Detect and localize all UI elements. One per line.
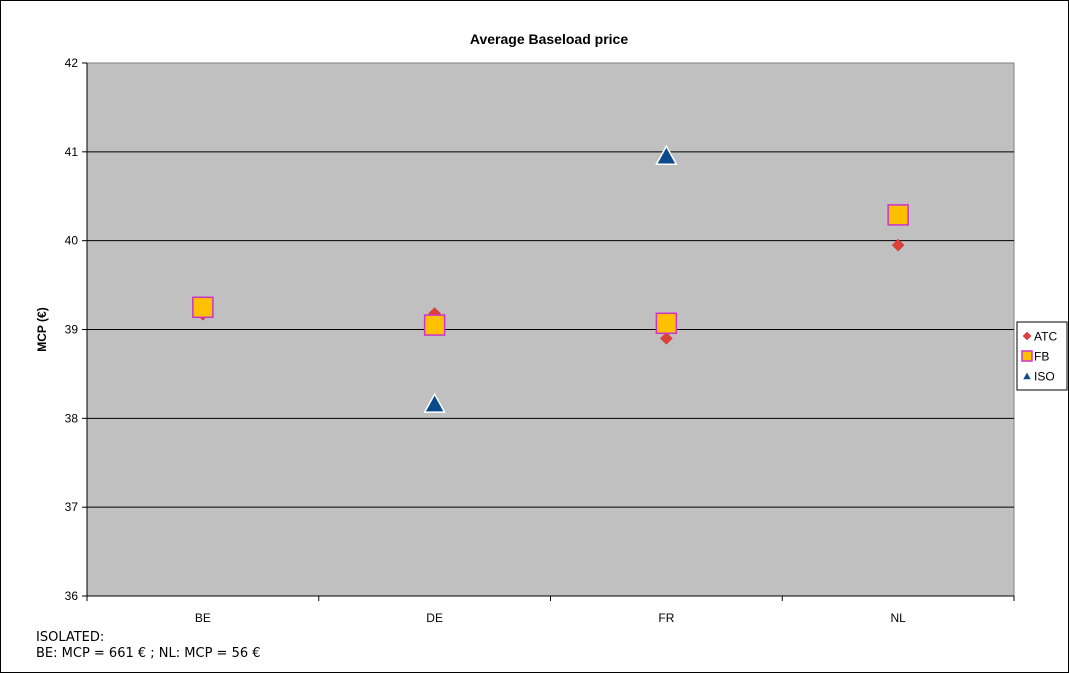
- isolated-note: ISOLATED: BE: MCP = 661 € ; NL: MCP = 56…: [36, 630, 261, 662]
- marker-atc-fr: [660, 332, 673, 345]
- x-tick-label: NL: [890, 611, 906, 625]
- legend-marker-fb: [1021, 350, 1033, 362]
- legend-marker-iso: [1020, 369, 1034, 381]
- y-tick-label: 37: [65, 500, 79, 514]
- x-tick-label: DE: [426, 611, 443, 625]
- legend-label-fb: FB: [1034, 350, 1049, 364]
- x-tick-label: BE: [195, 611, 211, 625]
- marker-iso-fr: [655, 144, 678, 166]
- y-axis-label: MCP (€): [35, 307, 49, 351]
- legend-label-iso: ISO: [1034, 370, 1055, 384]
- marker-fb-be: [192, 296, 214, 319]
- marker-fb-nl: [887, 204, 909, 226]
- note-heading: ISOLATED:: [36, 630, 105, 645]
- note-values: BE: MCP = 661 € ; NL: MCP = 56 €: [36, 646, 261, 661]
- marker-atc-nl: [891, 238, 905, 252]
- chart-title: Average Baseload price: [470, 31, 628, 47]
- y-tick-label: 41: [65, 145, 79, 159]
- legend-label-atc: ATC: [1034, 330, 1057, 344]
- y-tick-label: 38: [65, 411, 79, 425]
- gridlines: [87, 151, 1014, 508]
- legend: ATC FB ISO: [1016, 321, 1068, 391]
- x-tick-label: FR: [658, 611, 674, 625]
- y-tick-label: 36: [65, 589, 79, 603]
- legend-marker-atc: [1022, 331, 1032, 341]
- marker-fb-de: [423, 314, 446, 336]
- data-markers: [192, 144, 909, 413]
- y-tick-label: 39: [65, 323, 79, 337]
- y-tick-label: 40: [65, 234, 79, 248]
- y-tick-label: 42: [65, 56, 79, 70]
- marker-iso-de: [423, 392, 446, 413]
- axes: 36 37 38 39 40 41 42 BE DE FR NL: [65, 56, 1015, 625]
- marker-fb-fr: [655, 312, 678, 335]
